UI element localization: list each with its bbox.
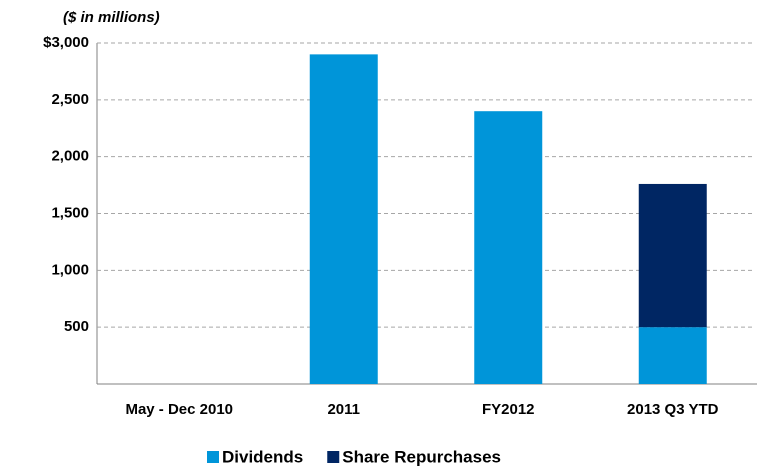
x-tick-label: May - Dec 2010 xyxy=(125,401,233,418)
x-tick-label: FY2012 xyxy=(482,401,535,418)
x-tick-label: 2013 Q3 YTD xyxy=(627,401,719,418)
y-tick-label: 2,500 xyxy=(51,91,89,108)
legend-label: Dividends xyxy=(222,447,303,466)
legend-swatch xyxy=(327,451,340,463)
bar-segment xyxy=(309,54,378,384)
y-tick-label: $3,000 xyxy=(43,34,89,51)
x-tick-label: 2011 xyxy=(327,401,360,418)
y-tick-label: 1,000 xyxy=(51,261,89,278)
y-tick-label: 2,000 xyxy=(51,148,89,165)
y-tick-label: 1,500 xyxy=(51,204,89,221)
y-tick-label: 500 xyxy=(64,318,89,335)
legend-swatch xyxy=(207,451,219,463)
unit-label: ($ in millions) xyxy=(63,9,160,26)
bar-segment xyxy=(638,183,707,328)
bar-segment xyxy=(638,327,707,384)
bar-segment xyxy=(474,111,543,384)
legend-label: Share Repurchases xyxy=(342,447,501,466)
